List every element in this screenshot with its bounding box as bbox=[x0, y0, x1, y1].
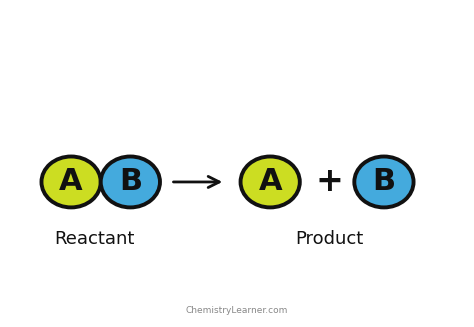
Text: ChemistryLearner.com: ChemistryLearner.com bbox=[186, 305, 288, 315]
Text: A: A bbox=[59, 167, 83, 197]
Ellipse shape bbox=[101, 157, 160, 207]
Ellipse shape bbox=[42, 157, 100, 207]
Text: +: + bbox=[316, 165, 343, 198]
Ellipse shape bbox=[241, 157, 300, 207]
Text: B: B bbox=[373, 167, 395, 197]
Text: Product: Product bbox=[295, 230, 364, 248]
Text: A: A bbox=[258, 167, 282, 197]
Text: Reactant: Reactant bbox=[55, 230, 135, 248]
Text: B: B bbox=[119, 167, 142, 197]
Ellipse shape bbox=[355, 157, 413, 207]
Text: Decomposition Reaction: Decomposition Reaction bbox=[47, 28, 427, 56]
